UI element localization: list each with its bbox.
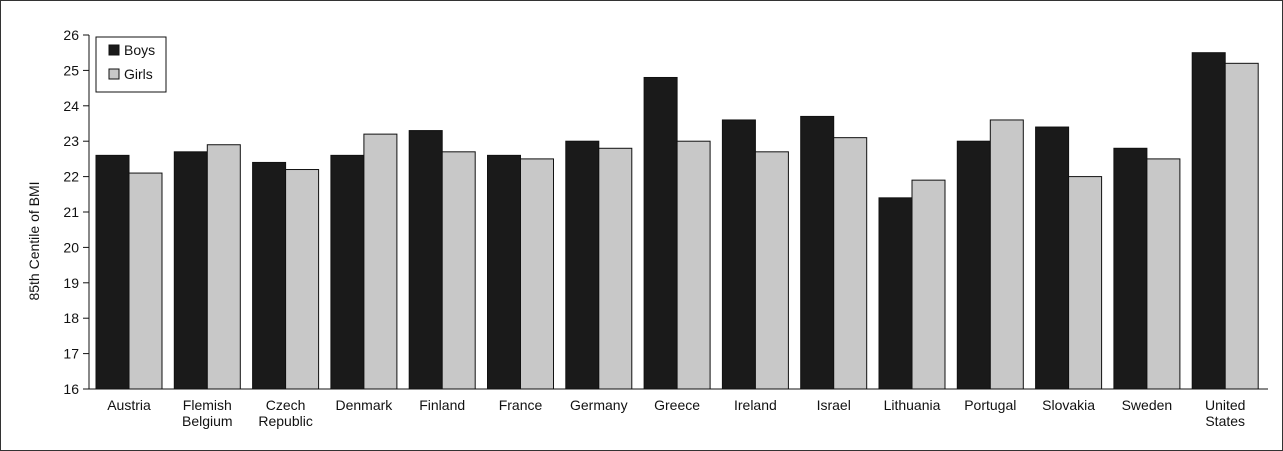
x-tick-label: Ireland	[734, 397, 777, 413]
bar-boys-czech-republic	[252, 161, 287, 390]
y-tick-label: 17	[63, 346, 79, 362]
x-tick-label: Flemish Belgium	[182, 397, 233, 429]
y-axis: 16 17 18 19 20 21 22 23 24 25 26	[63, 27, 90, 397]
bar-girls-portugal	[989, 119, 1024, 390]
bar-girls-ireland	[754, 151, 789, 390]
x-axis: Austria Flemish Belgium Czech Republic Denmar…	[89, 388, 1268, 429]
x-tick-label: Finland	[419, 397, 465, 413]
y-tick-label: 19	[63, 275, 79, 291]
bar-boys-austria	[95, 154, 130, 390]
y-axis-title: 85th Centile of BMI	[26, 181, 42, 300]
bar-boys-united-states	[1191, 52, 1226, 390]
bar-boys-germany	[565, 140, 600, 390]
bar-girls-france	[520, 158, 554, 390]
x-tick-label: Slovakia	[1042, 397, 1095, 413]
y-tick-label: 23	[63, 133, 79, 149]
x-tick-label: Czech Republic	[258, 397, 312, 429]
legend-box	[95, 36, 167, 93]
bar-boys-france	[487, 154, 521, 390]
x-tick-label: Greece	[654, 397, 700, 413]
legend: Boys Girls	[95, 36, 167, 93]
legend-swatch-girls	[108, 68, 120, 80]
bars	[95, 52, 1259, 390]
bar-boys-denmark	[330, 154, 365, 390]
bar-boys-slovakia	[1035, 126, 1070, 390]
x-tick-label: France	[499, 397, 543, 413]
bar-boys-ireland	[721, 119, 756, 390]
x-tick-label: Lithuania	[884, 397, 941, 413]
y-tick-label: 18	[63, 310, 79, 326]
bar-girls-czech-republic	[285, 169, 320, 390]
bar-boys-sweden	[1113, 147, 1148, 390]
bar-girls-austria	[128, 172, 163, 390]
bar-girls-flemish-belgium	[206, 144, 241, 390]
legend-swatch-boys	[108, 44, 120, 56]
y-tick-label: 16	[63, 381, 79, 397]
y-tick-label: 21	[63, 204, 79, 220]
y-tick-label: 26	[63, 27, 79, 43]
bar-boys-finland	[408, 130, 443, 390]
y-tick-label: 22	[63, 169, 79, 185]
x-tick-label: Portugal	[964, 397, 1016, 413]
x-tick-label: Austria	[107, 397, 151, 413]
bar-girls-slovakia	[1068, 176, 1103, 390]
bar-girls-united-states	[1224, 62, 1259, 390]
bar-girls-finland	[441, 151, 476, 390]
x-tick-label: Germany	[570, 397, 628, 413]
bar-girls-greece	[676, 140, 711, 390]
bar-boys-lithuania	[878, 197, 913, 390]
legend-label-girls: Girls	[124, 66, 153, 82]
x-tick-label: United States	[1205, 397, 1245, 429]
legend-label-boys: Boys	[124, 42, 155, 58]
bar-girls-lithuania	[911, 179, 946, 390]
bar-boys-greece	[643, 76, 678, 390]
y-tick-label: 24	[63, 98, 79, 114]
y-tick-label: 25	[63, 62, 79, 78]
bar-boys-flemish-belgium	[173, 151, 208, 390]
bar-boys-portugal	[956, 140, 991, 390]
y-tick-label: 20	[63, 239, 79, 255]
bar-boys-israel	[800, 115, 835, 390]
bar-girls-sweden	[1146, 158, 1181, 390]
x-tick-label: Sweden	[1122, 397, 1173, 413]
x-tick-label: Denmark	[336, 397, 394, 413]
bar-girls-israel	[833, 137, 868, 390]
bar-girls-denmark	[363, 133, 398, 390]
bar-girls-germany	[598, 147, 633, 390]
x-tick-label: Israel	[817, 397, 851, 413]
